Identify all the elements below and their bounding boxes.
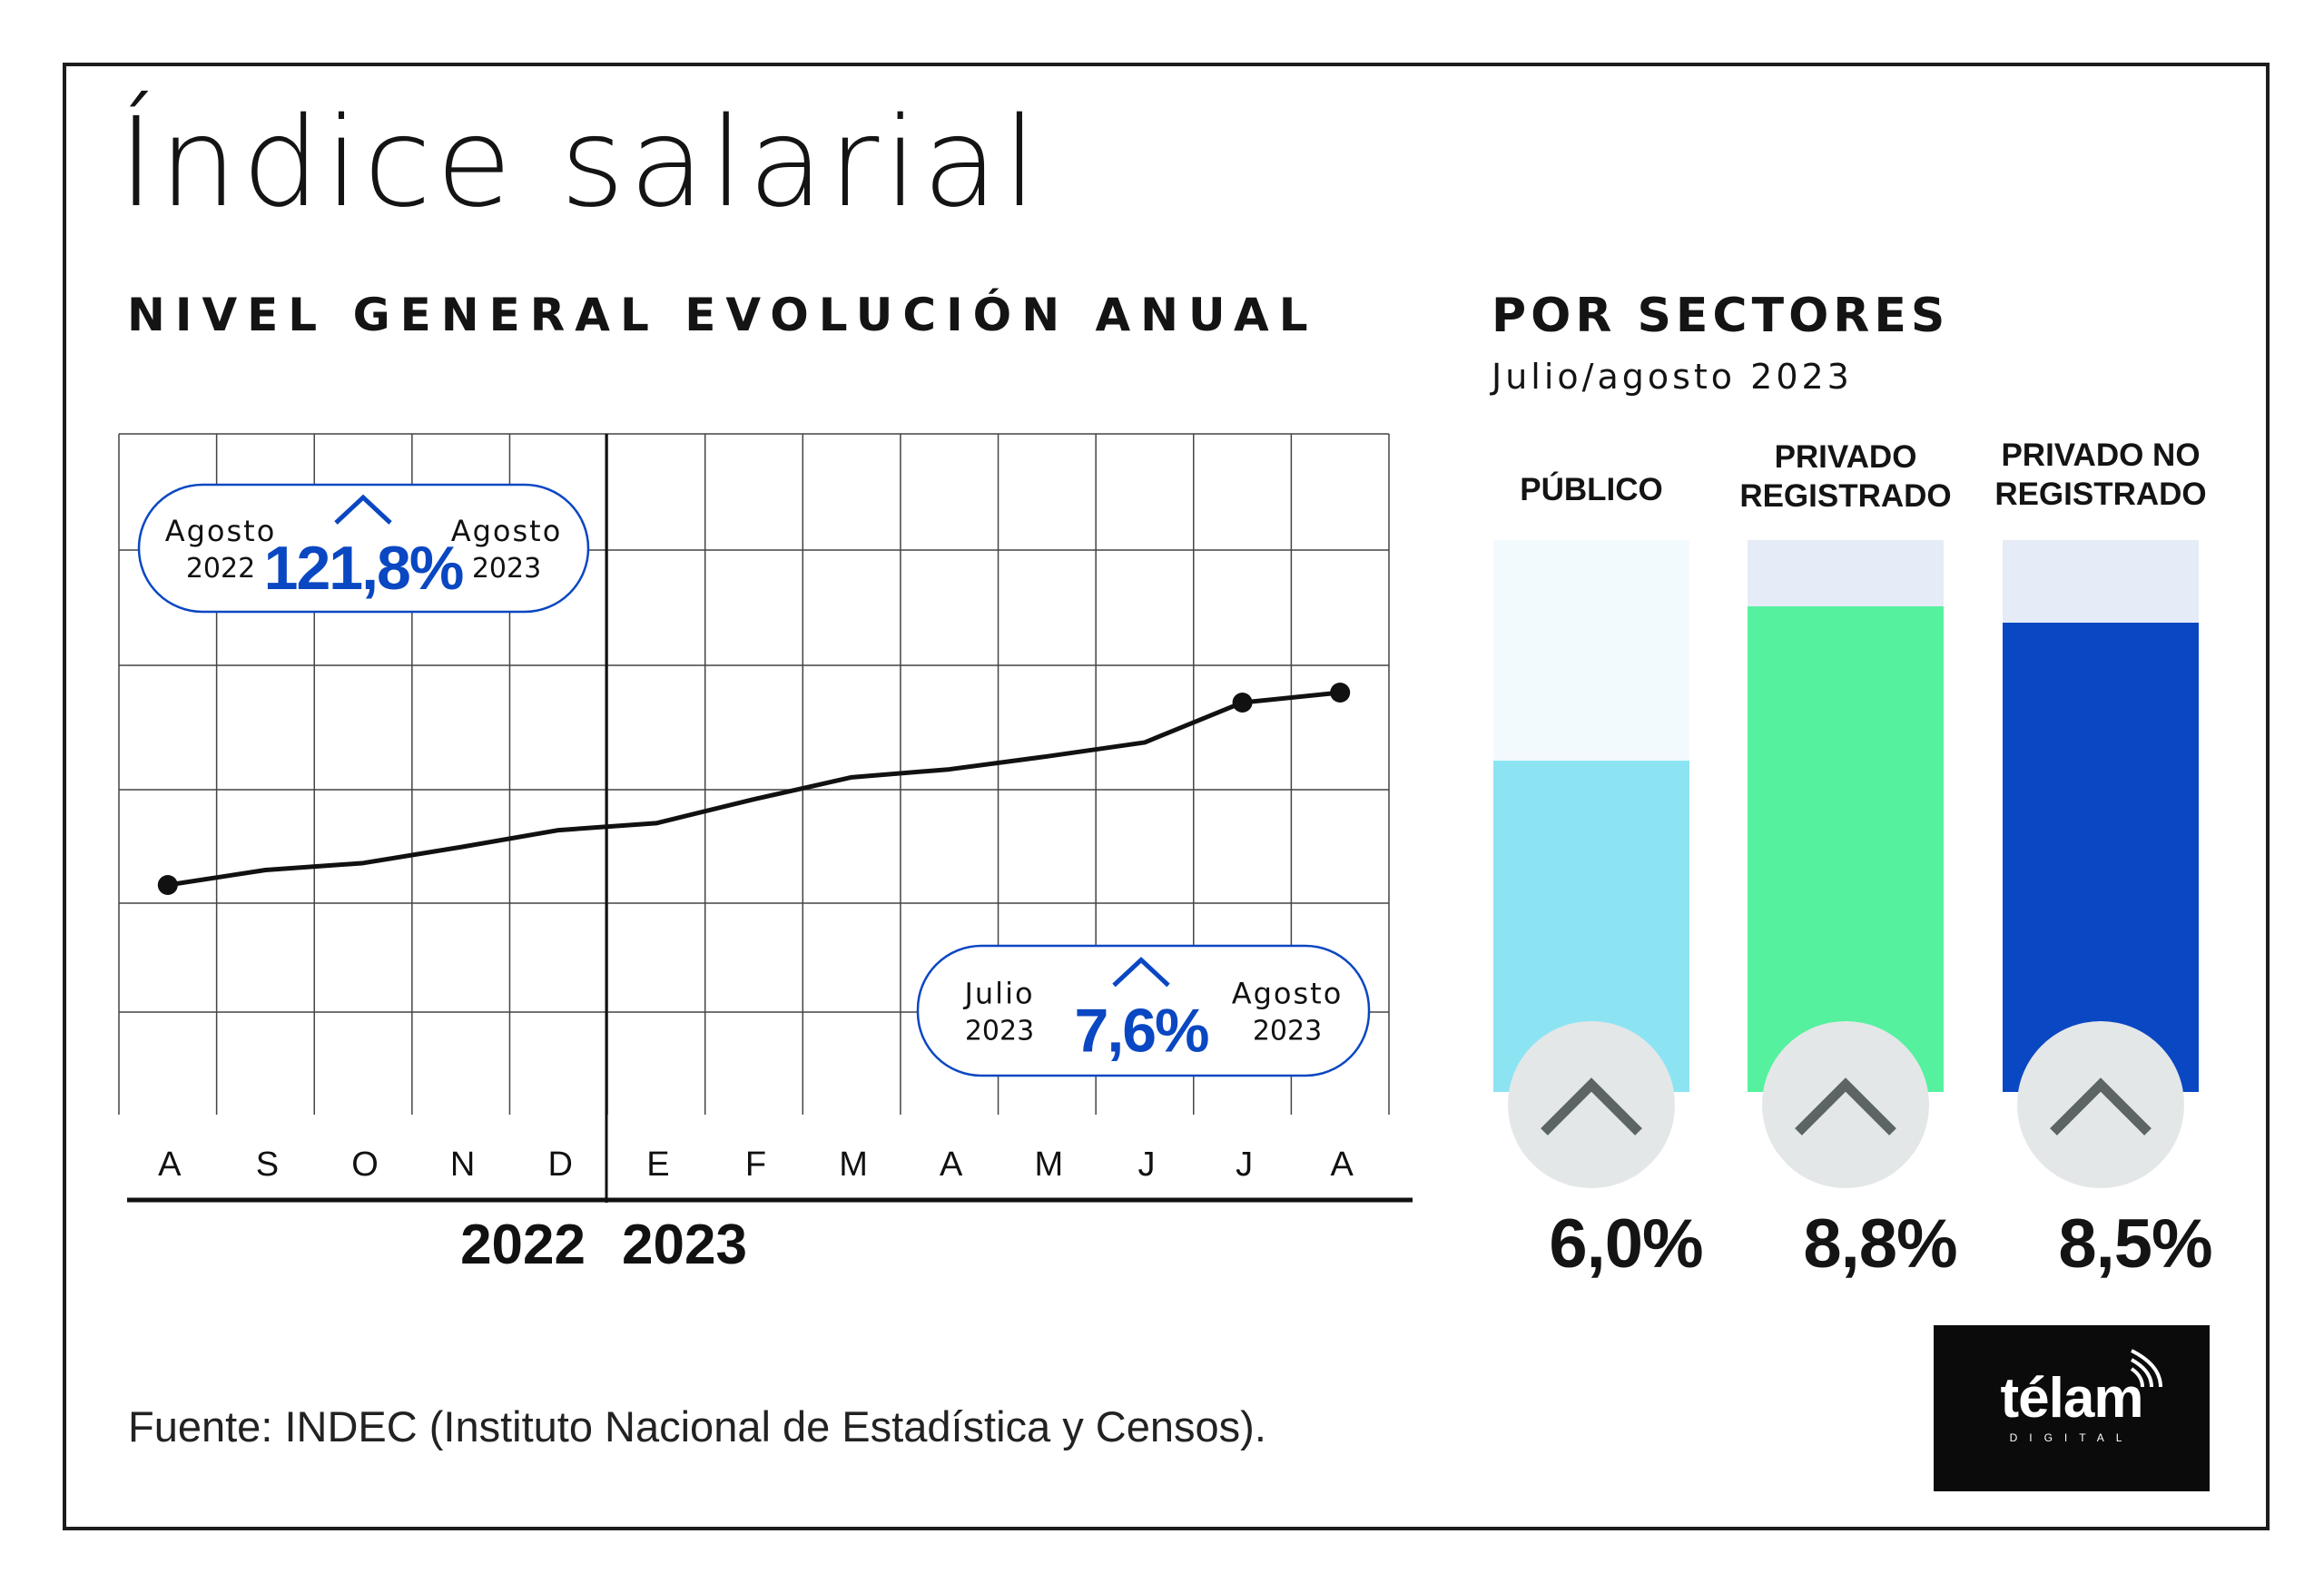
caret-up-icon: [334, 494, 392, 525]
logo-subtitle: DIGITAL: [2009, 1431, 2134, 1444]
callout-border: [137, 483, 590, 614]
callout-from-month: Julio: [962, 977, 1034, 1011]
infographic-frame: [63, 63, 2270, 1530]
x-tick-label: M: [1035, 1146, 1064, 1184]
bar-value-label: 6,0%: [1549, 1205, 1703, 1283]
callout-value: 7,6%: [1075, 997, 1209, 1066]
telam-logo: télam DIGITAL: [1934, 1325, 2210, 1491]
source-note: Fuente: INDEC (Instituto Nacional de Est…: [128, 1402, 1266, 1450]
chevron-up-icon: [1541, 1077, 1642, 1136]
chart-callouts: Agosto2022Agosto2023121,8%Julio2023Agost…: [137, 483, 1371, 1077]
bar-privado-no-registrado: [2003, 623, 2199, 1092]
bar-value-label: 8,8%: [1803, 1205, 1957, 1283]
series-line: [167, 690, 1341, 888]
bar-value-label: 8,5%: [2058, 1205, 2212, 1283]
bar-label-privado-registrado: PRIVADO REGISTRADO: [1739, 439, 1952, 514]
callout-from-month: Agosto: [165, 514, 277, 548]
data-point-marker: [1330, 683, 1351, 703]
increase-badge: [1762, 1021, 1929, 1188]
year-label-2023: 2023: [622, 1214, 747, 1276]
year-label-2022: 2022: [460, 1214, 586, 1276]
x-tick-label: J: [1236, 1146, 1253, 1184]
callout-box: Agosto 2022 Agosto 2023 121,8%: [137, 483, 590, 614]
increase-badge: [2017, 1021, 2184, 1188]
x-tick-label: M: [839, 1146, 868, 1184]
logo-wordmark: télam: [2000, 1367, 2144, 1430]
x-tick-label: A: [1331, 1146, 1354, 1184]
x-tick-label: D: [548, 1146, 573, 1184]
sectors-subtitle: Julio/agosto 2023: [1492, 357, 1853, 397]
x-tick-label: N: [450, 1146, 475, 1184]
x-tick-label: E: [646, 1146, 669, 1184]
page-title: Índice salarial: [118, 92, 1042, 235]
callout-value: 121,8%: [264, 534, 463, 603]
x-tick-label: F: [745, 1146, 766, 1184]
increase-badge: [1508, 1021, 1675, 1188]
callout-to-year: 2023: [1253, 1016, 1322, 1047]
callout-to-month: Agosto: [451, 514, 563, 548]
bar-label-privado-no-registrado: PRIVADO NO REGISTRADO: [1994, 438, 2207, 512]
callout-from-year: 2022: [186, 553, 255, 585]
bar-privado-registrado: [1748, 605, 1944, 1092]
chart-data-layer: [157, 683, 1351, 895]
x-tick-label: S: [256, 1146, 279, 1184]
x-tick-label: A: [940, 1146, 963, 1184]
signal-icon: [2130, 1349, 2162, 1388]
callout-box: Julio 2023 Agosto 2023 7,6%: [916, 944, 1371, 1077]
data-point-marker: [1232, 692, 1253, 713]
x-tick-label: A: [158, 1146, 182, 1184]
chevron-up-icon: [1795, 1077, 1896, 1136]
callout-from-year: 2023: [965, 1016, 1034, 1047]
bar-label-publico: PÚBLICO: [1520, 472, 1663, 507]
data-point-marker: [157, 875, 178, 895]
callout-border: [916, 944, 1371, 1077]
chart-axis: A S O N D E F M A M J J A 2022 2023: [127, 434, 1413, 1276]
caret-up-icon: [1112, 957, 1170, 988]
callout-to-month: Agosto: [1232, 977, 1344, 1011]
sectors-title: POR SECTORES: [1492, 289, 1950, 343]
callout-to-year: 2023: [472, 553, 541, 585]
x-tick-label: J: [1137, 1146, 1155, 1184]
x-tick-label: O: [351, 1146, 379, 1184]
line-chart-title: NIVEL GENERAL EVOLUCIÓN ANUAL: [127, 289, 1318, 341]
chevron-up-icon: [2050, 1077, 2152, 1136]
